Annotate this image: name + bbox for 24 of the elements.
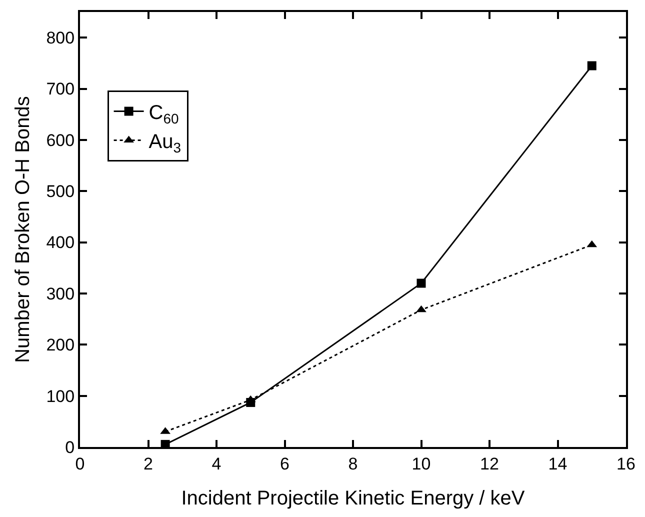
y-tick-label: 100 <box>46 386 75 406</box>
x-tick-label: 6 <box>280 454 290 474</box>
x-tick-label: 16 <box>616 454 636 474</box>
y-tick-label: 200 <box>46 336 75 355</box>
y-tick-label: 500 <box>46 182 75 202</box>
legend-label: Au$_{3}$ <box>148 131 182 156</box>
y-tick-label: 400 <box>46 233 75 252</box>
y-tick-label: 800 <box>46 28 75 48</box>
y-tick-label: 600 <box>46 130 75 150</box>
point <box>416 305 426 312</box>
y-axis-title: Number of Broken O-H Bonds <box>12 96 34 363</box>
x-tick-label: 4 <box>212 454 222 474</box>
x-tick-label: 12 <box>480 454 499 474</box>
y-tick-label: 700 <box>46 80 75 99</box>
x-tick-label: 8 <box>348 454 358 474</box>
point <box>416 278 426 288</box>
point <box>587 61 596 70</box>
x-tick-label: 10 <box>412 454 431 474</box>
x-tick-label: 14 <box>548 454 568 474</box>
legend-label: C$_{60}$ <box>148 102 180 126</box>
y-tick-label: 0 <box>65 438 75 457</box>
x-axis-title: Incident Projectile Kinetic Energy / keV <box>181 487 526 510</box>
y-tick-label: 300 <box>46 284 75 304</box>
x-tick-label: 2 <box>144 454 153 474</box>
